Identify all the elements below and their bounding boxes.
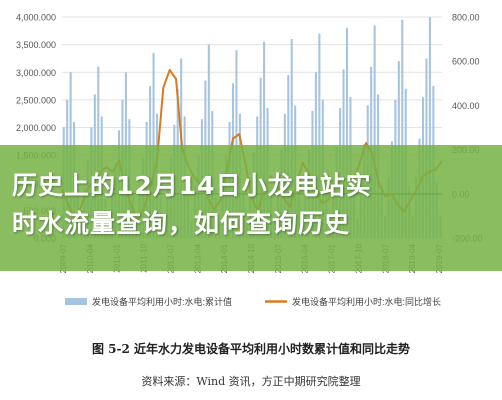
left-tick-label: 2,000.000 <box>16 123 56 133</box>
legend: 发电设备平均利用小时:水电:累计值 发电设备平均利用小时:水电:同比增长 <box>65 296 441 307</box>
bar <box>345 28 349 238</box>
left-tick-label: 2,500.000 <box>16 95 56 105</box>
banner-title-line-1: 历史上的12月14日小龙电站实 <box>12 171 372 200</box>
left-tick-label: 3,000.000 <box>16 68 56 78</box>
figure-caption: 图 5-2 近年水力发电设备平均利用小时数累计值和同比走势 <box>91 342 411 356</box>
bar <box>235 50 238 239</box>
left-tick-label: 4,000.000 <box>16 13 56 23</box>
left-tick-label: 3,500.000 <box>16 40 56 50</box>
legend-label-line: 发电设备平均利用小时:水电:同比增长 <box>292 296 441 307</box>
figure-source: 资料来源：Wind 资讯，方正中期研究院整理 <box>141 375 361 388</box>
legend-swatch-bar <box>65 298 87 305</box>
bar <box>318 33 321 238</box>
legend-label-bar: 发电设备平均利用小时:水电:累计值 <box>92 296 232 307</box>
bar <box>401 19 404 239</box>
title-banner: 历史上的12月14日小龙电站实 时水流量查询，如何查询历史 <box>0 145 502 271</box>
right-tick-label: 400.00 <box>452 101 480 111</box>
right-tick-label: 600.00 <box>452 57 480 67</box>
bar <box>428 17 431 238</box>
banner-title-line-2: 时水流量查询，如何查询历史 <box>12 209 351 238</box>
bar <box>263 41 266 238</box>
bar <box>207 44 210 239</box>
bar <box>290 39 293 238</box>
right-tick-label: 800.00 <box>452 13 480 23</box>
bar <box>373 25 376 238</box>
